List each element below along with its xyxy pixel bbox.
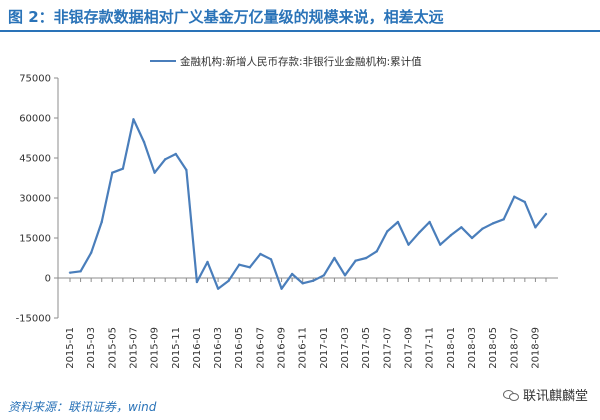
x-tick-label: 2016-09 [277,327,288,369]
data-point [238,263,241,266]
data-point [259,252,262,256]
y-tick-label: 15000 [19,234,51,245]
data-point [460,226,463,229]
x-tick-label: 2016-03 [213,327,224,369]
data-point [428,220,431,224]
data-point [417,231,421,234]
data-point [79,270,82,273]
data-point [100,220,103,224]
data-point [470,236,474,240]
y-tick-label: 60000 [19,114,51,125]
x-tick-label: 2017-09 [403,327,414,369]
x-tick-label: 2018-03 [467,327,478,369]
x-tick-label: 2018-05 [488,327,499,369]
series-line [69,118,547,290]
data-point [322,274,326,277]
data-point [206,260,209,264]
x-tick-labels: 2015-01 2015-03 2015-05 2015-07 2015-09 2015-… [65,327,541,369]
figure-title: 图 2：非银存款数据相对广义基金万亿量级的规模来说，相差太远 [8,8,444,26]
data-point [386,230,389,233]
data-point [523,200,527,204]
data-point [354,259,357,262]
x-tick-label: 2018-09 [530,327,541,369]
x-tick-label: 2016-07 [255,327,266,369]
data-point [290,272,294,276]
x-tick-label: 2016-05 [234,327,245,369]
data-point [216,287,220,290]
x-tick-label: 2016-11 [298,327,309,369]
y-tick-label: -15000 [16,314,51,325]
x-tick-label: 2016-01 [192,327,203,369]
data-point [481,227,484,230]
legend: 金融机构:新增人民币存款:非银行业金融机构:累计值 [150,55,422,68]
y-tick-labels: 75000 60000 45000 30000 15000 0 -15000 [16,74,51,325]
x-tick-label: 2017-07 [382,327,393,369]
data-point [153,171,156,174]
data-point [333,256,336,260]
x-tick-label: 2017-05 [361,327,372,369]
data-point [364,256,368,260]
data-point [502,218,505,221]
data-point [269,258,273,261]
data-point [439,243,442,246]
data-point [513,195,516,198]
data-point [132,118,135,121]
x-tick-label: 2015-05 [107,327,118,369]
x-tick-label: 2017-03 [340,327,351,369]
data-point [121,167,125,170]
line-chart: 金融机构:新增人民币存款:非银行业金融机构:累计值 75000 60000 4500… [16,55,558,369]
data-point [449,234,452,237]
data-point [89,251,93,254]
x-tick-label: 2015-07 [128,327,139,369]
watermark: 联讯麒麟堂 [502,385,588,404]
series-points [68,118,548,290]
wechat-icon [502,389,519,401]
legend-label: 金融机构:新增人民币存款:非银行业金融机构:累计值 [180,55,422,68]
data-point [111,171,114,174]
watermark-text: 联讯麒麟堂 [522,389,588,404]
data-point [375,250,378,253]
data-point [301,282,304,285]
x-tick-label: 2018-07 [509,327,520,369]
data-point [312,279,315,282]
x-tick-label: 2015-09 [150,327,161,369]
x-tick-label: 2015-11 [171,327,182,369]
x-tick-label: 2015-01 [65,327,76,369]
data-point [407,243,410,246]
data-point [164,158,167,161]
data-point [280,287,283,290]
data-point [491,222,495,225]
data-point [343,274,347,277]
data-point [195,280,199,284]
data-point [174,152,177,156]
data-point [534,226,537,229]
y-tick-label: 45000 [19,154,51,165]
title-divider [0,30,600,32]
x-tick-label: 2018-01 [446,327,457,369]
data-point [396,220,400,224]
data-point [68,271,72,274]
data-point [227,279,230,282]
x-tick-label: 2015-03 [86,327,97,369]
data-point [185,168,188,172]
y-tick-label: 0 [45,274,51,285]
data-point [142,140,146,144]
x-tick-label: 2017-01 [319,327,330,369]
data-point [248,266,252,269]
y-tick-label: 30000 [19,194,51,205]
y-tick-label: 75000 [19,74,51,85]
x-tick-label: 2017-11 [425,327,436,369]
data-point [544,212,548,216]
source-note: 资料来源：联讯证券，wind [8,400,157,414]
